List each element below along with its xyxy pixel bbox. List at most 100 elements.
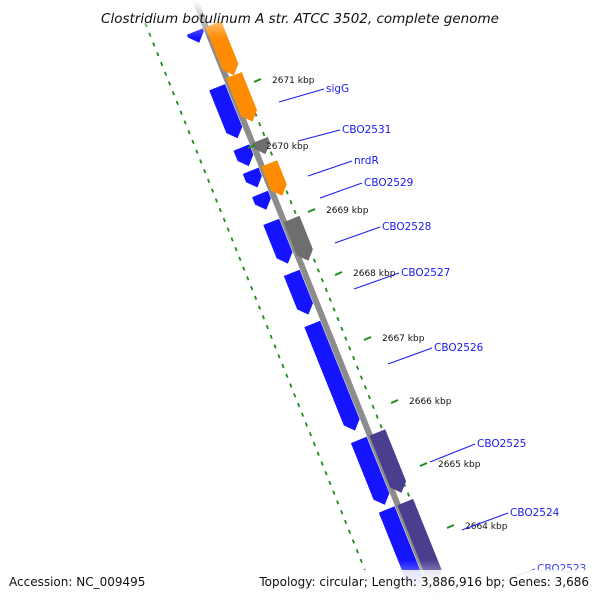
gc-dot [375,414,379,419]
top-fade [0,0,600,38]
tick-label: 2666 kbp [409,397,452,407]
gene-label: sigG [326,83,349,95]
gc-dot [171,91,175,96]
gc-dot [297,402,301,408]
gc-dot [254,295,258,300]
kbp-tick-marks: 2671 kbp 2670 kbp 2669 kbp 2668 kbp 2667 kbp… [247,76,508,532]
gene-label: CBO2524 [510,507,560,519]
gc-content-dots-inner [144,22,379,600]
gc-dot [246,276,250,281]
cds-arrow [233,144,254,167]
gc-dot [356,365,360,370]
gc-dot [355,549,359,554]
label-leader-line [429,443,476,463]
gc-dot [300,412,305,417]
gc-dot [348,346,352,351]
cds-arrow [252,190,271,210]
gc-dot [324,471,328,476]
feature-arrow [261,160,287,196]
gc-dot [222,217,226,223]
gene-label: nrdR [354,155,379,167]
gc-dot [269,334,273,339]
gc-dot [406,492,410,497]
feature-arrow [369,429,407,493]
cds-arrow [283,269,313,315]
gc-dot [238,256,242,261]
gc-dot [210,188,215,193]
gc-dot [156,52,160,57]
gc-dot [351,539,355,544]
tick-mark [363,336,372,341]
gc-dot [332,490,336,495]
gc-dot [273,344,277,349]
gene-label: CBO2529 [364,177,413,189]
gc-dot [285,190,289,195]
gene-label: CBO2531 [342,124,391,136]
gene-label: CBO2527 [401,267,450,279]
gc-dot [332,307,336,312]
gc-dot [328,480,332,486]
gc-dot [214,198,218,203]
gc-dot [320,277,324,283]
gc-dot [344,336,348,341]
gene-label: CBO2526 [434,342,484,354]
gc-dot [328,297,332,302]
gc-dot [285,373,289,378]
tick-label: 2669 kbp [326,206,369,216]
cds-arrow [350,436,390,505]
feature-arrow [283,215,313,261]
label-leader-line [461,512,509,531]
gc-dot [257,305,262,310]
gc-dot [167,81,172,86]
accession-text: Accession: NC_009495 [9,575,145,589]
cds-arrow [242,167,262,188]
tick-mark [253,78,262,83]
gc-dot [242,266,246,271]
gc-dot [269,151,274,156]
tick-mark [419,462,428,467]
footer-background [0,570,600,600]
tick-mark [307,208,316,213]
gc-dot [308,432,312,437]
gc-dot [316,451,320,456]
label-leader-line [307,160,353,177]
label-leader-line [387,347,433,365]
tick-label: 2664 kbp [465,522,508,532]
gc-dot [230,237,234,242]
gene-labels: sigG CBO2531 nrdR CBO2529 CBO2528 CBO2527 CBO2… [278,83,586,587]
tick-label: 2671 kbp [272,76,315,86]
gc-dot [367,394,371,400]
gc-dot [312,441,316,447]
gc-dot [262,131,266,137]
gc-dot [347,529,352,534]
feature-arrow [225,72,257,122]
tick-mark [334,271,343,276]
tick-mark [446,524,455,529]
gc-dot [340,326,344,331]
label-leader-line [353,272,400,290]
gc-dot [312,258,317,263]
gc-dot [277,354,281,359]
gc-dot [363,385,367,390]
gc-dot [320,461,324,466]
gc-dot [344,519,348,525]
gc-dot [234,246,238,252]
gene-label: CBO2528 [382,221,431,233]
gc-dot [160,61,164,67]
gc-dot [199,159,203,164]
gc-dot [281,363,285,369]
gc-dot [336,500,340,505]
gc-dot [218,207,222,213]
gc-dot [179,110,183,115]
gc-dot [152,42,156,47]
gc-dot [359,375,364,380]
genome-summary-text: Topology: circular; Length: 3,886,916 bp… [258,575,589,589]
gene-label: CBO2525 [477,438,526,450]
cds-arrow [209,84,243,139]
label-leader-line [334,226,381,244]
gc-dot [293,209,297,215]
gc-dot [187,130,191,135]
label-leader-line [297,129,341,142]
gc-dot [293,393,297,398]
tick-mark [247,144,256,149]
